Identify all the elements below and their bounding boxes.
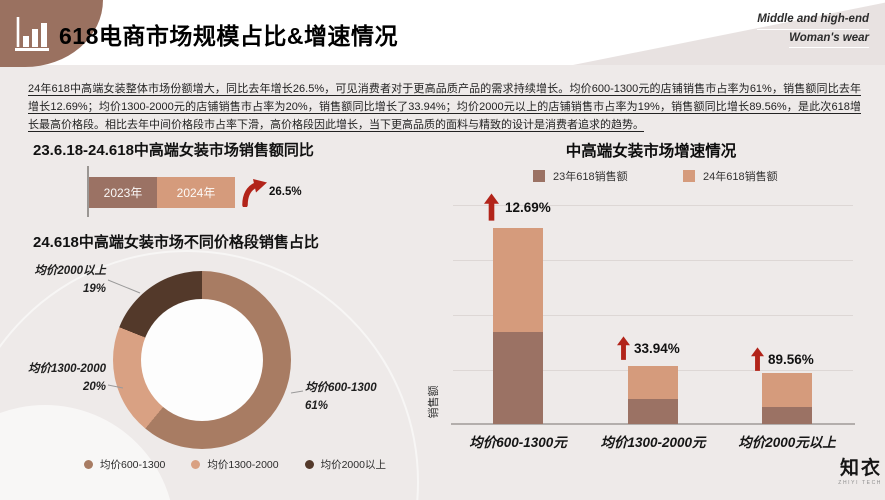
legend-item-600-1300: 均价600-1300 xyxy=(84,457,165,472)
growth-value-2000plus: 89.56% xyxy=(768,352,814,367)
legend-dot-1300-2000 xyxy=(191,460,201,469)
yoy-section-title: 23.6.18-24.618中高端女装市场销售额同比 xyxy=(33,142,314,159)
strip-axis-line xyxy=(87,166,89,217)
strip-segment-2023: 2023年 xyxy=(89,177,157,208)
strip-segment-2024: 2024年 xyxy=(157,177,235,208)
donut-legend: 均价600-1300 均价1300-2000 均价2000以上 xyxy=(84,457,386,472)
tagline-line2: Woman's wear xyxy=(789,32,869,48)
callout-1300-2000-value: 20% xyxy=(82,380,106,393)
bar-segment-23年618销售额 xyxy=(493,332,543,424)
yoy-strip-bar: 2023年 2024年 xyxy=(89,177,235,208)
stacked-bar-1300-2000 xyxy=(628,205,678,424)
x-label-600-1300: 均价600-1300元 xyxy=(469,435,567,450)
legend-dot-600-1300 xyxy=(84,460,93,469)
legend-dot-2000plus xyxy=(304,460,314,469)
x-axis-line xyxy=(451,423,855,425)
bar-segment-24年618销售额 xyxy=(493,228,543,333)
english-tagline: Middle and high-end Woman's wear xyxy=(757,13,869,51)
callout-2000plus: 均价2000以上 19% xyxy=(18,263,106,299)
legend-item-24: 24年618销售额 xyxy=(683,168,778,184)
legend-label-600-1300: 均价600-1300 xyxy=(100,459,166,471)
x-label-1300-2000: 均价1300-2000元 xyxy=(600,435,706,450)
donut-section-title: 24.618中高端女装市场不同价格段销售占比 xyxy=(33,234,319,251)
bar-segment-24年618销售额 xyxy=(628,365,678,399)
growth-chart-title: 中高端女装市场增速情况 xyxy=(565,143,737,160)
legend-label-24: 24年618销售额 xyxy=(703,171,778,183)
callout-600-1300-value: 61% xyxy=(305,399,329,412)
bar-segment-23年618销售额 xyxy=(628,398,678,424)
up-arrow-icon xyxy=(617,336,630,366)
intro-paragraph: 24年618中高端女装整体市场份额增大，同比去年增长26.5%，可见消费者对于更… xyxy=(28,83,861,131)
legend-swatch-24 xyxy=(683,170,695,182)
gridline xyxy=(453,205,853,206)
up-arrow-icon xyxy=(751,347,764,377)
growth-value-600-1300: 12.69% xyxy=(505,200,551,215)
legend-label-2000plus: 均价2000以上 xyxy=(320,459,386,471)
gridline xyxy=(453,260,853,261)
up-arrow-icon xyxy=(484,193,499,227)
callout-1300-2000: 均价1300-2000 20% xyxy=(18,361,106,397)
stacked-bar-2000plus xyxy=(762,205,812,424)
callout-600-1300-label: 均价600-1300 xyxy=(305,382,377,394)
stacked-bar-600-1300 xyxy=(493,205,543,424)
logo-name: 知衣 xyxy=(839,458,882,479)
legend-item-23: 23年618销售额 xyxy=(533,168,628,184)
growth-value-1300-2000: 33.94% xyxy=(634,341,680,356)
legend-swatch-23 xyxy=(533,170,545,182)
donut-hole xyxy=(141,299,263,421)
tagline-line1: Middle and high-end xyxy=(757,13,869,30)
legend-item-1300-2000: 均价1300-2000 xyxy=(191,457,279,472)
legend-label-23: 23年618销售额 xyxy=(553,171,628,183)
legend-item-2000plus: 均价2000以上 xyxy=(304,457,386,472)
page-title: 618电商市场规模占比&增速情况 xyxy=(59,23,398,49)
donut-chart xyxy=(113,271,291,449)
x-label-2000plus: 均价2000元以上 xyxy=(738,435,836,450)
legend-label-1300-2000: 均价1300-2000 xyxy=(207,459,279,471)
yoy-growth-value: 26.5% xyxy=(269,186,302,198)
gridline xyxy=(453,315,853,316)
logo-subtext: ZHIYI TECH xyxy=(838,480,882,486)
bar-segment-23年618销售额 xyxy=(762,407,812,424)
bar-segment-24年618销售额 xyxy=(762,373,812,408)
callout-2000plus-label: 均价2000以上 xyxy=(34,265,106,277)
callout-600-1300: 均价600-1300 61% xyxy=(305,380,415,416)
brand-logo: 知衣 ZHIYI TECH xyxy=(800,459,882,486)
callout-1300-2000-label: 均价1300-2000 xyxy=(28,363,106,375)
y-axis-label: 销售额 xyxy=(428,385,440,419)
callout-2000plus-value: 19% xyxy=(82,282,106,295)
curved-up-arrow-icon xyxy=(240,179,267,212)
bar-chart-icon xyxy=(13,13,51,60)
